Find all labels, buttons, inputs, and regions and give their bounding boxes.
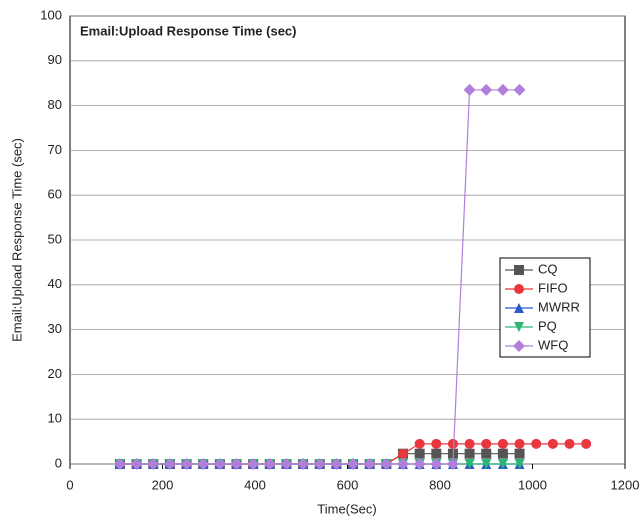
y-tick-label: 0 bbox=[55, 455, 62, 470]
x-tick-label: 800 bbox=[429, 477, 451, 492]
marker bbox=[480, 83, 493, 96]
marker bbox=[363, 458, 376, 470]
y-tick-label: 80 bbox=[48, 97, 62, 112]
marker bbox=[514, 438, 525, 449]
marker bbox=[414, 438, 425, 449]
marker bbox=[430, 458, 443, 470]
marker bbox=[497, 459, 508, 469]
legend-label: FIFO bbox=[538, 280, 568, 295]
marker bbox=[414, 448, 425, 459]
marker bbox=[464, 459, 475, 469]
y-tick-label: 30 bbox=[48, 321, 62, 336]
marker bbox=[280, 458, 293, 470]
marker bbox=[464, 438, 475, 449]
marker bbox=[514, 265, 524, 275]
y-tick-label: 70 bbox=[48, 142, 62, 157]
marker bbox=[397, 458, 409, 470]
marker bbox=[513, 83, 526, 96]
marker bbox=[497, 448, 508, 459]
y-tick-label: 90 bbox=[48, 52, 62, 67]
marker bbox=[531, 438, 542, 449]
marker bbox=[514, 448, 525, 459]
marker bbox=[431, 438, 442, 449]
marker bbox=[347, 458, 360, 470]
marker bbox=[413, 458, 426, 470]
marker bbox=[313, 458, 326, 470]
marker bbox=[463, 83, 476, 96]
marker bbox=[297, 458, 310, 470]
marker bbox=[247, 458, 260, 470]
y-tick-label: 10 bbox=[48, 411, 62, 426]
marker bbox=[446, 458, 459, 470]
legend-label: CQ bbox=[538, 261, 558, 276]
marker bbox=[130, 458, 143, 470]
marker bbox=[431, 448, 442, 459]
marker bbox=[514, 303, 524, 313]
marker bbox=[564, 438, 575, 449]
marker bbox=[481, 448, 492, 459]
marker bbox=[197, 458, 210, 470]
y-tick-label: 20 bbox=[48, 366, 62, 381]
chart-title: Email:Upload Response Time (sec) bbox=[80, 23, 297, 38]
x-tick-label: 200 bbox=[152, 477, 174, 492]
marker bbox=[380, 458, 393, 470]
legend-label: WFQ bbox=[538, 337, 568, 352]
marker bbox=[464, 448, 475, 459]
x-tick-label: 1000 bbox=[518, 477, 547, 492]
x-tick-label: 0 bbox=[66, 477, 73, 492]
marker bbox=[398, 448, 408, 459]
y-axis-label: Email:Upload Response Time (sec) bbox=[9, 138, 24, 342]
marker bbox=[330, 458, 343, 470]
legend-label: PQ bbox=[538, 318, 557, 333]
marker bbox=[213, 458, 226, 470]
marker bbox=[514, 322, 524, 332]
marker bbox=[147, 458, 160, 470]
legend-label: MWRR bbox=[538, 299, 580, 314]
y-tick-label: 40 bbox=[48, 276, 62, 291]
x-tick-label: 400 bbox=[244, 477, 266, 492]
y-tick-label: 60 bbox=[48, 187, 62, 202]
marker bbox=[113, 458, 126, 470]
marker bbox=[581, 438, 592, 449]
y-tick-label: 100 bbox=[40, 7, 62, 22]
x-tick-label: 600 bbox=[337, 477, 359, 492]
x-axis-label: Time(Sec) bbox=[317, 501, 376, 516]
marker bbox=[180, 458, 193, 470]
marker bbox=[481, 459, 492, 469]
marker bbox=[514, 284, 524, 294]
y-tick-label: 50 bbox=[48, 231, 62, 246]
marker bbox=[547, 438, 558, 449]
marker bbox=[481, 438, 492, 449]
marker bbox=[514, 459, 525, 469]
marker bbox=[263, 458, 276, 470]
marker bbox=[496, 83, 509, 96]
marker bbox=[447, 438, 458, 449]
marker bbox=[497, 438, 508, 449]
marker bbox=[513, 340, 525, 352]
marker bbox=[230, 458, 243, 470]
x-tick-label: 1200 bbox=[611, 477, 640, 492]
marker bbox=[163, 458, 176, 470]
